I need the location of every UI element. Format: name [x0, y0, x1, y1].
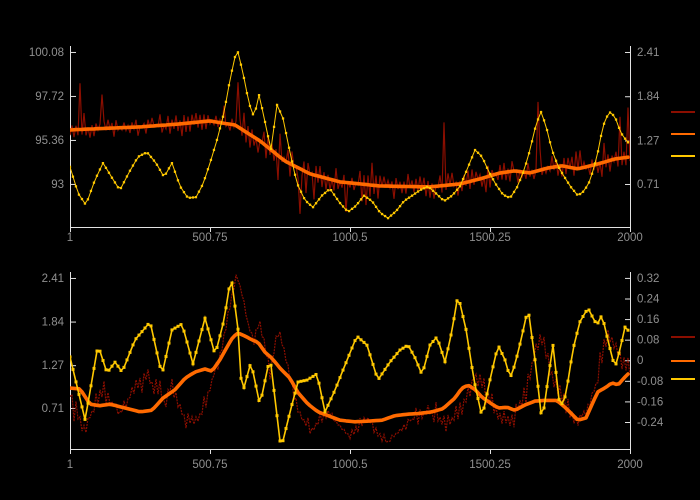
- bottom-right-tick-label: 0.16: [637, 314, 659, 326]
- top-indicator-series: [70, 51, 630, 220]
- top-right-tick-label: 0.71: [637, 179, 659, 191]
- top-axes: [70, 46, 631, 232]
- bottom-x-tick-label: 1: [67, 459, 73, 471]
- bottom-oscillator-series: [70, 280, 630, 443]
- bottom-right-tick-label: 0: [637, 355, 643, 367]
- bottom-right-tick-label: 0.08: [637, 335, 659, 347]
- top-legend-marks: [671, 111, 695, 157]
- bottom-right-tick-label: 0.24: [637, 293, 660, 305]
- bottom-left-tick-label: 1.84: [42, 317, 65, 329]
- top-right-tick-label: 2.41: [637, 47, 659, 59]
- top-left-tick-label: 97.72: [35, 91, 64, 103]
- top-x-tick-label: 1500.25: [469, 232, 511, 244]
- bottom-chart-panel: 2.41 1.84 1.27 0.71 0.32 0.24 0.16 0.08 0 -0.08 -0…: [42, 272, 695, 471]
- bottom-legend-marks: [671, 336, 695, 380]
- top-left-tick-label: 95.36: [35, 135, 64, 147]
- bottom-left-tick-label: 1.27: [42, 360, 64, 372]
- bottom-x-tick-label: 1500.25: [469, 459, 511, 471]
- bottom-smoothed-indicator-series: [70, 331, 630, 424]
- top-smoothed-price-series: [70, 119, 630, 189]
- top-plot-area[interactable]: [70, 46, 630, 227]
- top-x-tick-label: 2000: [617, 232, 643, 244]
- top-right-tick-label: 1.27: [637, 135, 659, 147]
- bottom-tick-labels: 2.41 1.84 1.27 0.71 0.32 0.24 0.16 0.08 0 -0.08 -0…: [42, 273, 664, 471]
- top-x-tick-label: 1000.5: [332, 232, 367, 244]
- bottom-axes: [70, 272, 631, 454]
- bottom-right-tick-label: -0.16: [637, 396, 663, 408]
- bottom-left-tick-label: 2.41: [42, 273, 64, 285]
- bottom-x-tick-label: 500.75: [192, 459, 227, 471]
- top-raw-price-series: [70, 82, 630, 214]
- top-x-tick-label: 1: [67, 232, 73, 244]
- bottom-right-tick-label: 0.32: [637, 273, 659, 285]
- top-x-tick-label: 500.75: [192, 232, 227, 244]
- top-chart-panel: 100.08 97.72 95.36 93 2.41 1.84 1.27 0.71 1 500.7…: [29, 46, 695, 244]
- top-tick-labels: 100.08 97.72 95.36 93 2.41 1.84 1.27 0.71 1 500.7…: [29, 47, 660, 244]
- top-right-tick-label: 1.84: [637, 91, 660, 103]
- bottom-raw-indicator-series: [70, 274, 630, 444]
- top-left-tick-label: 100.08: [29, 47, 64, 59]
- bottom-right-tick-label: -0.08: [637, 376, 663, 388]
- bottom-left-tick-label: 0.71: [42, 403, 64, 415]
- bottom-right-tick-label: -0.24: [637, 417, 664, 429]
- top-left-tick-label: 93: [51, 179, 64, 191]
- bottom-x-tick-label: 2000: [617, 459, 643, 471]
- bottom-x-tick-label: 1000.5: [332, 459, 367, 471]
